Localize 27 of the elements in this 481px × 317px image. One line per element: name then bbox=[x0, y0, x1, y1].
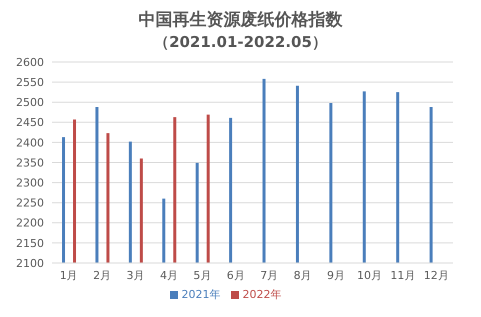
y-tick-label: 2100 bbox=[16, 256, 44, 270]
x-tick-label: 10月 bbox=[356, 268, 382, 282]
y-tick-label: 2550 bbox=[16, 76, 44, 90]
chart-title: 中国再生资源废纸价格指数 bbox=[138, 9, 344, 31]
y-tick-label: 2450 bbox=[16, 116, 44, 130]
x-tick-label: 11月 bbox=[390, 268, 416, 282]
y-tick-label: 2600 bbox=[16, 56, 44, 69]
legend-label: 2022年 bbox=[242, 288, 282, 301]
y-tick-label: 2500 bbox=[16, 96, 44, 110]
y-tick-label: 2200 bbox=[16, 216, 44, 230]
x-tick-label: 2月 bbox=[93, 268, 112, 282]
y-tick-label: 2400 bbox=[16, 136, 44, 150]
y-tick-label: 2300 bbox=[16, 176, 44, 190]
x-tick-label: 8月 bbox=[294, 268, 312, 282]
x-tick-label: 9月 bbox=[327, 268, 346, 282]
chart-subtitle: （2021.01-2022.05） bbox=[153, 33, 328, 52]
x-tick-label: 1月 bbox=[60, 268, 78, 282]
legend-label: 2021年 bbox=[182, 288, 220, 301]
x-tick-label: 3月 bbox=[126, 268, 145, 282]
y-tick-label: 2250 bbox=[16, 196, 44, 210]
x-tick-label: 6月 bbox=[226, 268, 245, 282]
y-tick-label: 2150 bbox=[16, 236, 44, 250]
x-tick-label: 12月 bbox=[424, 268, 449, 282]
x-tick-label: 7月 bbox=[260, 268, 278, 282]
x-tick-label: 4月 bbox=[160, 268, 178, 282]
y-tick-label: 2350 bbox=[16, 156, 44, 170]
x-tick-label: 5月 bbox=[193, 268, 212, 282]
